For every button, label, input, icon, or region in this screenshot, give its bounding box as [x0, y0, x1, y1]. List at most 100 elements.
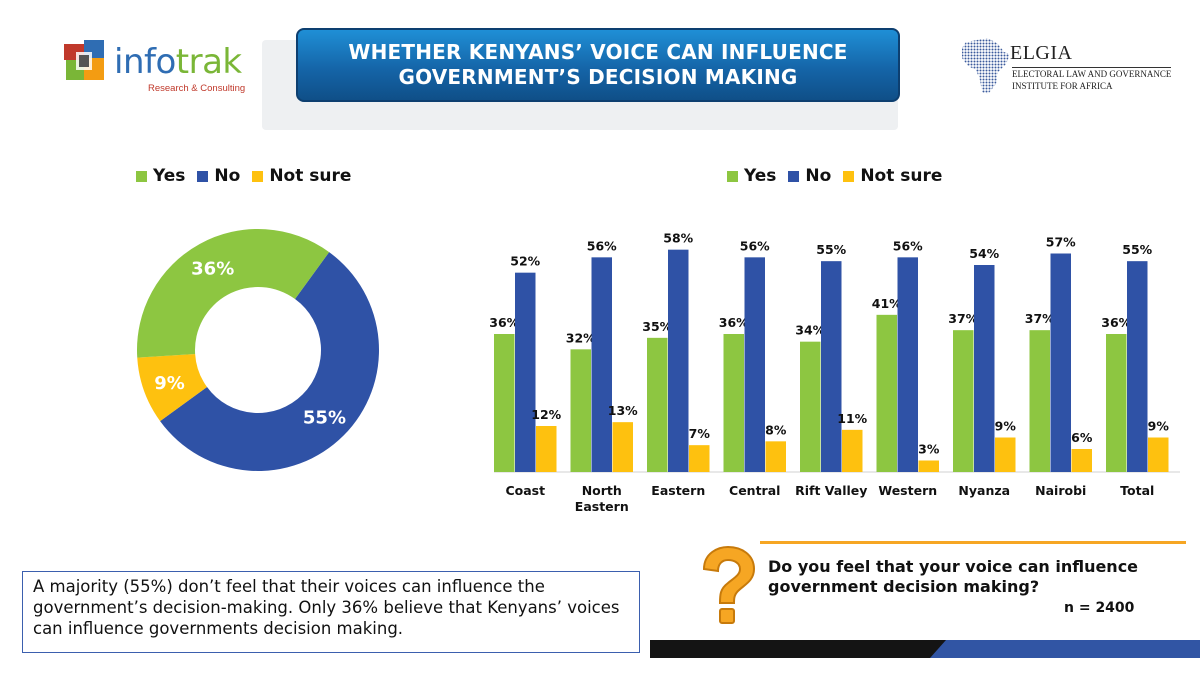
bar-not-sure [612, 422, 633, 472]
bar-value-label: 54% [969, 246, 999, 261]
bar-not-sure [995, 437, 1016, 472]
infotrak-wordmark-part2: trak [175, 42, 242, 82]
infotrak-logo-icon [64, 40, 104, 80]
category-label: Nyanza [958, 483, 1010, 498]
category-label: North [582, 483, 622, 498]
donut-chart: 55% 9% 36% [137, 229, 379, 471]
bar-not-sure [1071, 449, 1092, 472]
bar-value-label: 36% [489, 315, 519, 330]
bar-value-label: 37% [948, 311, 978, 326]
bar-value-label: 32% [566, 330, 596, 345]
legend-swatch [252, 170, 264, 182]
donut-slice-no [160, 252, 379, 471]
bar-value-label: 52% [510, 254, 540, 269]
bar-value-label: 37% [1025, 311, 1055, 326]
question-text: Do you feel that your voice can influenc… [768, 557, 1139, 596]
africa-map-icon [962, 38, 1010, 94]
legend-item-no: No [788, 166, 831, 186]
bar-yes [723, 334, 744, 472]
bar-not-sure [536, 426, 557, 472]
bar-yes [494, 334, 515, 472]
legend-swatch [727, 170, 738, 182]
bar-value-label: 35% [642, 319, 672, 334]
donut-slice-yes [137, 229, 330, 358]
infotrak-wordmark-part1: info [114, 42, 176, 82]
donut-legend: Yes No Not sure [136, 166, 363, 186]
bar-value-label: 7% [689, 426, 711, 441]
bar-value-label: 13% [608, 403, 638, 418]
donut-slice-label: 55% [303, 407, 346, 428]
question-mark-icon [702, 545, 756, 624]
bar-value-label: 8% [765, 422, 787, 437]
infotrak-logo: infotrak Research & Consulting [62, 40, 252, 96]
summary-box: A majority (55%) don’t feel that their v… [22, 571, 640, 653]
category-label: Eastern [575, 499, 629, 514]
bar-no [897, 257, 918, 472]
question-divider [760, 541, 1186, 544]
bar-no [591, 257, 612, 472]
bar-value-label: 56% [587, 238, 617, 253]
bar-value-label: 56% [740, 238, 770, 253]
bar-not-sure [765, 441, 786, 472]
legend-swatch [843, 170, 855, 182]
elgia-line2: INSTITUTE FOR AFRICA [1012, 81, 1113, 91]
footer-band-black [650, 640, 960, 658]
summary-text: A majority (55%) don’t feel that their v… [33, 577, 620, 638]
legend-label: Yes [744, 166, 777, 186]
title-banner: WHETHER KENYANS’ VOICE CAN INFLUENCE GOV… [296, 28, 900, 102]
bar-value-label: 6% [1071, 430, 1093, 445]
legend-item-yes: Yes [136, 166, 185, 186]
footer-band-blue [930, 640, 1200, 658]
bar-value-label: 12% [531, 407, 561, 422]
bar-value-label: 57% [1046, 235, 1076, 250]
bar-no [744, 257, 765, 472]
legend-item-not-sure: Not sure [843, 166, 942, 186]
bar-value-label: 36% [1101, 315, 1131, 330]
bar-legend: Yes No Not sure [727, 166, 954, 186]
category-label: Coast [505, 483, 545, 498]
bar-yes [570, 349, 591, 472]
bar-yes [1029, 330, 1050, 472]
sample-size: n = 2400 [1064, 600, 1135, 616]
legend-label: No [805, 166, 832, 186]
elgia-logo: ELGIA ELECTORAL LAW AND GOVERNANCE INSTI… [958, 34, 1176, 104]
bar-yes [1106, 334, 1127, 472]
legend-label: Not sure [860, 166, 943, 186]
bar-value-label: 9% [995, 419, 1017, 434]
bar-no [668, 249, 689, 472]
bar-not-sure [842, 429, 863, 472]
bar-no [821, 261, 842, 472]
bar-value-label: 55% [1122, 242, 1152, 257]
bar-value-label: 41% [872, 296, 902, 311]
legend-label: Not sure [269, 166, 352, 186]
bar-value-label: 58% [663, 231, 693, 246]
bar-no [974, 265, 995, 472]
bar-not-sure [1148, 437, 1169, 472]
bar-yes [876, 314, 897, 472]
bar-no [1127, 261, 1148, 472]
legend-label: Yes [153, 166, 186, 186]
legend-swatch [197, 170, 209, 182]
category-label: Total [1120, 483, 1154, 498]
donut-slice-label: 9% [154, 373, 185, 394]
donut-slice-not-sure [137, 353, 208, 422]
bar-yes [953, 330, 974, 472]
legend-label: No [214, 166, 241, 186]
bar-no [515, 272, 536, 472]
bar-not-sure [918, 460, 939, 472]
category-label: Central [729, 483, 780, 498]
category-label: Rift Valley [795, 483, 867, 498]
infotrak-wordmark: infotrak [114, 42, 242, 82]
donut-slice-label: 36% [191, 259, 234, 280]
elgia-line1: ELECTORAL LAW AND GOVERNANCE [1012, 67, 1172, 79]
bar-value-label: 56% [893, 238, 923, 253]
page-title: WHETHER KENYANS’ VOICE CAN INFLUENCE GOV… [348, 40, 848, 89]
bar-value-label: 55% [816, 242, 846, 257]
bar-value-label: 3% [918, 442, 940, 457]
bar-value-label: 36% [719, 315, 749, 330]
legend-item-yes: Yes [727, 166, 776, 186]
bar-no [1050, 253, 1071, 472]
legend-item-no: No [197, 166, 240, 186]
category-label: Western [878, 483, 937, 498]
